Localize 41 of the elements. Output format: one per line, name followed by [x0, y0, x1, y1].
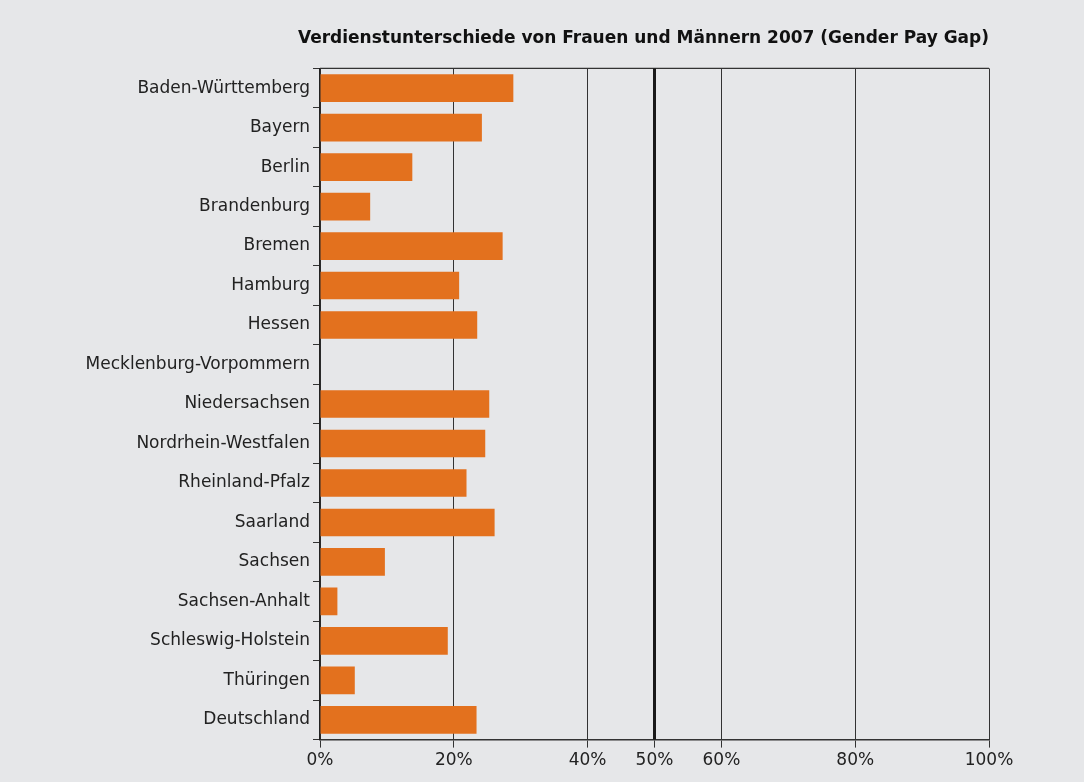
x-tick-label: 20%	[434, 749, 473, 770]
bar	[320, 271, 460, 300]
bar	[320, 153, 413, 181]
y-tick-label: Rheinland-Pfalz	[178, 471, 311, 492]
y-tick-label: Thüringen	[222, 668, 310, 689]
x-tick-label: 0%	[306, 749, 334, 770]
bar	[320, 429, 486, 458]
y-tick-label: Brandenburg	[199, 195, 310, 216]
bar	[320, 390, 490, 418]
bar	[320, 113, 482, 142]
x-tick-label: 60%	[702, 749, 741, 770]
x-tick-label: 80%	[836, 749, 875, 770]
bar	[320, 74, 514, 102]
y-tick-label: Sachsen-Anhalt	[177, 589, 311, 610]
bar	[320, 192, 371, 221]
y-tick-label: Niedersachsen	[184, 392, 310, 413]
bar	[320, 548, 385, 576]
bar	[320, 311, 478, 339]
y-tick-label: Baden-Württemberg	[137, 76, 310, 97]
y-tick-label: Sachsen	[238, 550, 310, 571]
y-tick-label: Nordrhein-Westfalen	[136, 431, 310, 452]
y-tick-label: Saarland	[234, 510, 310, 531]
x-tick-label: 40%	[568, 749, 607, 770]
bar	[320, 666, 355, 695]
bar	[320, 627, 448, 655]
y-tick-label: Bremen	[243, 234, 310, 255]
x-tick-label: 50%	[635, 749, 674, 770]
bar	[320, 587, 338, 616]
bar	[320, 469, 467, 497]
x-tick-label: 100%	[964, 749, 1014, 770]
y-tick-label: Hamburg	[231, 273, 310, 294]
y-tick-label: Schleswig-Holstein	[150, 629, 310, 650]
y-tick-label: Bayern	[249, 116, 310, 137]
bar	[320, 508, 495, 537]
bar	[320, 706, 477, 734]
y-tick-label: Deutschland	[203, 708, 310, 729]
bar	[320, 232, 503, 260]
y-tick-label: Berlin	[260, 155, 310, 176]
y-tick-label: Mecklenburg-Vorpommern	[85, 352, 310, 373]
chart-title: Verdienstunterschiede von Frauen und Männern 2007 (Gender Pay Gap)	[297, 26, 989, 47]
y-tick-label: Hessen	[247, 313, 310, 334]
